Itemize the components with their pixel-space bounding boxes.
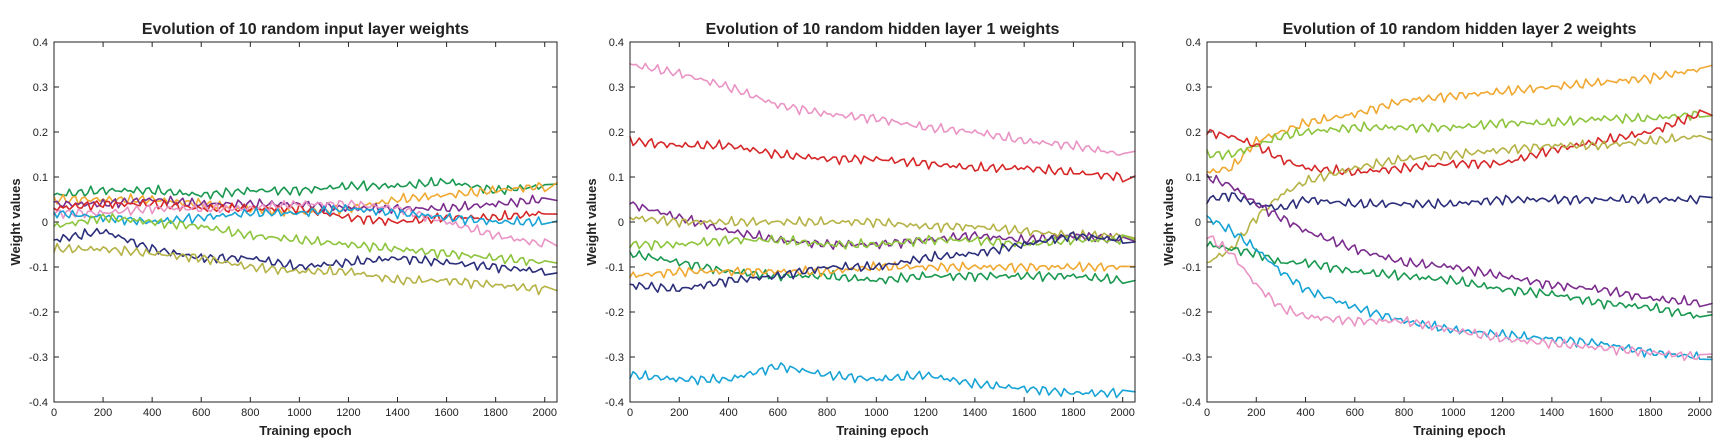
x-axis-label: Training epoch [259, 423, 352, 438]
y-tick-label: -0.1 [1182, 262, 1201, 274]
series-line-1 [629, 62, 1136, 156]
series-line-1 [1206, 64, 1713, 174]
x-tick-label: 2000 [1687, 407, 1711, 419]
x-tick-label: 1800 [483, 407, 507, 419]
chart-title: Evolution of 10 random hidden layer 2 we… [1283, 21, 1637, 38]
x-tick-label: 1800 [1061, 407, 1085, 419]
series-line-6 [1206, 173, 1713, 308]
y-tick-label: 0 [42, 217, 48, 229]
x-tick-label: 1400 [963, 407, 987, 419]
x-tick-label: 2000 [532, 407, 556, 419]
series-line-1 [53, 176, 558, 200]
y-tick-label: -0.4 [605, 397, 624, 409]
chart-title: Evolution of 10 random hidden layer 1 we… [706, 21, 1060, 38]
y-tick-label: 0 [1195, 217, 1201, 229]
y-tick-label: -0.3 [1182, 352, 1201, 364]
y-tick-label: -0.2 [1182, 307, 1201, 319]
y-tick-label: -0.2 [605, 307, 624, 319]
x-tick-label: 200 [1247, 407, 1265, 419]
x-tick-label: 1200 [913, 407, 937, 419]
x-tick-label: 1400 [385, 407, 409, 419]
x-tick-label: 1000 [287, 407, 311, 419]
x-tick-label: 1800 [1638, 407, 1662, 419]
chart-panel-3: Evolution of 10 random hidden layer 2 we… [1161, 21, 1713, 438]
y-tick-label: -0.3 [605, 352, 624, 364]
x-tick-label: 200 [94, 407, 112, 419]
plot-frame [1206, 41, 1713, 403]
x-tick-label: 600 [769, 407, 787, 419]
y-tick-label: -0.1 [29, 262, 48, 274]
series-line-2 [629, 135, 1136, 183]
series-line-8 [629, 231, 1136, 294]
series-line-7 [629, 261, 1136, 279]
x-tick-label: 0 [51, 407, 57, 419]
y-tick-label: -0.4 [29, 397, 48, 409]
series-line-3 [1206, 109, 1713, 177]
series-line-9 [53, 242, 558, 296]
x-tick-label: 1000 [1441, 407, 1465, 419]
chart-panel-2: Evolution of 10 random hidden layer 1 we… [584, 21, 1136, 438]
series-line-6 [629, 250, 1136, 285]
x-tick-label: 200 [670, 407, 688, 419]
series-line-5 [1206, 192, 1713, 211]
y-tick-label: 0.1 [609, 172, 624, 184]
series-line-2 [1206, 110, 1713, 161]
y-tick-label: 0.3 [1186, 82, 1201, 94]
y-tick-label: 0 [618, 217, 624, 229]
x-tick-label: 0 [1204, 407, 1210, 419]
x-tick-label: 800 [241, 407, 259, 419]
chart-title: Evolution of 10 random input layer weigh… [142, 21, 469, 38]
series-line-4 [1206, 133, 1713, 264]
y-axis-label: Weight values [8, 178, 23, 265]
series-line-7 [53, 212, 558, 267]
series-line-7 [1206, 240, 1713, 319]
x-tick-label: 1600 [1589, 407, 1613, 419]
y-tick-label: 0.4 [609, 37, 624, 49]
y-axis-label: Weight values [1161, 178, 1176, 265]
series-line-8 [53, 227, 558, 276]
x-tick-label: 800 [1395, 407, 1413, 419]
y-tick-label: 0.2 [609, 127, 624, 139]
x-tick-label: 2000 [1110, 407, 1134, 419]
x-tick-label: 400 [1296, 407, 1314, 419]
x-tick-label: 0 [627, 407, 633, 419]
series-line-6 [53, 204, 558, 227]
y-tick-label: 0.4 [1186, 37, 1201, 49]
series-line-9 [1206, 235, 1713, 362]
x-axis-label: Training epoch [1413, 423, 1506, 438]
x-tick-label: 400 [719, 407, 737, 419]
y-tick-label: 0.1 [1186, 172, 1201, 184]
y-axis-label: Weight values [584, 178, 599, 265]
y-tick-label: 0.2 [1186, 127, 1201, 139]
x-tick-label: 800 [818, 407, 836, 419]
x-tick-label: 1600 [434, 407, 458, 419]
y-tick-label: 0.3 [33, 82, 48, 94]
y-tick-label: -0.1 [605, 262, 624, 274]
x-tick-label: 1400 [1540, 407, 1564, 419]
x-tick-label: 1600 [1012, 407, 1036, 419]
x-tick-label: 1200 [336, 407, 360, 419]
x-tick-label: 600 [192, 407, 210, 419]
y-tick-label: 0.1 [33, 172, 48, 184]
y-tick-label: 0.2 [33, 127, 48, 139]
y-tick-label: 0.3 [609, 82, 624, 94]
y-tick-label: -0.4 [1182, 397, 1201, 409]
y-tick-label: -0.3 [29, 352, 48, 364]
chart-panel-1: Evolution of 10 random input layer weigh… [8, 21, 558, 438]
x-tick-label: 1200 [1490, 407, 1514, 419]
series-line-4 [629, 215, 1136, 240]
series-line-9 [629, 362, 1136, 399]
y-tick-label: 0.4 [33, 37, 48, 49]
x-tick-label: 1000 [864, 407, 888, 419]
series-line-8 [1206, 215, 1713, 361]
x-tick-label: 600 [1346, 407, 1364, 419]
x-axis-label: Training epoch [836, 423, 929, 438]
x-tick-label: 400 [143, 407, 161, 419]
y-tick-label: -0.2 [29, 307, 48, 319]
